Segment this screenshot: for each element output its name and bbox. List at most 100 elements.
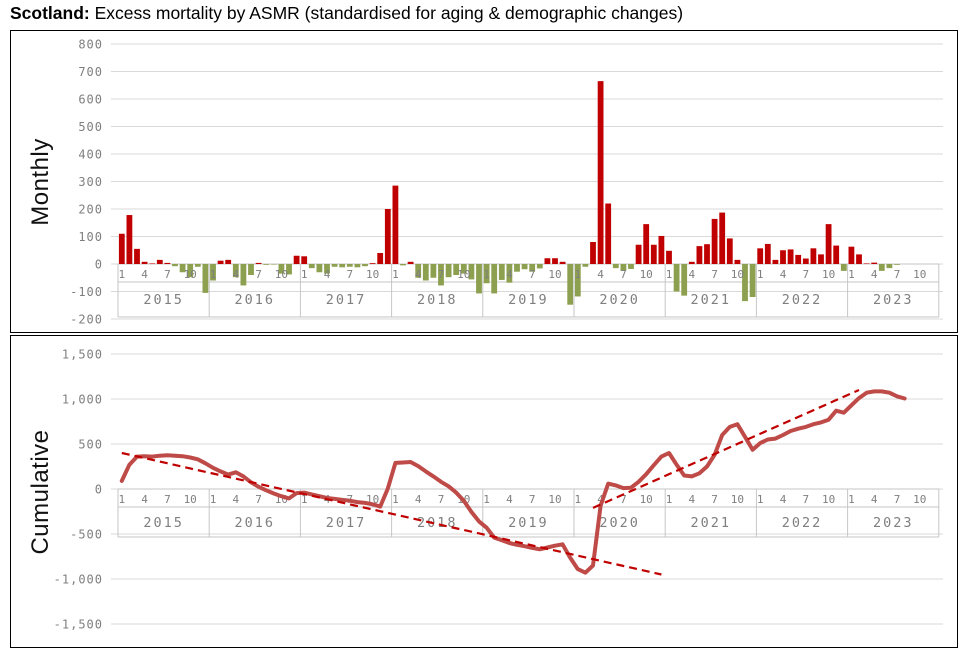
- svg-text:1: 1: [757, 268, 764, 281]
- svg-text:2023: 2023: [873, 292, 914, 308]
- svg-text:7: 7: [255, 268, 262, 281]
- svg-text:2020: 2020: [599, 515, 640, 531]
- svg-text:1: 1: [757, 493, 764, 506]
- svg-text:1: 1: [118, 493, 125, 506]
- svg-text:-500: -500: [70, 528, 103, 542]
- svg-text:4: 4: [415, 268, 422, 281]
- svg-text:1: 1: [483, 268, 490, 281]
- svg-text:600: 600: [78, 93, 103, 107]
- svg-text:2019: 2019: [508, 515, 549, 531]
- svg-text:7: 7: [255, 493, 262, 506]
- page-title: Scotland: Excess mortality by ASMR (stan…: [10, 3, 683, 24]
- svg-text:10: 10: [366, 268, 379, 281]
- svg-text:7: 7: [620, 268, 627, 281]
- svg-text:7: 7: [164, 268, 171, 281]
- svg-text:2018: 2018: [417, 292, 458, 308]
- svg-text:-200: -200: [70, 313, 103, 327]
- svg-text:7: 7: [620, 493, 627, 506]
- cumulative-axis-title: Cumulative: [27, 428, 54, 555]
- svg-text:2015: 2015: [143, 292, 184, 308]
- title-text: Excess mortality by ASMR (standardised f…: [89, 3, 684, 23]
- title-region: Scotland:: [10, 3, 90, 23]
- svg-text:10: 10: [822, 493, 835, 506]
- svg-text:1: 1: [210, 268, 217, 281]
- svg-text:10: 10: [548, 268, 561, 281]
- svg-text:4: 4: [415, 493, 422, 506]
- monthly-axis-title: Monthly: [27, 137, 54, 226]
- svg-text:1: 1: [301, 268, 308, 281]
- svg-text:700: 700: [78, 65, 103, 79]
- svg-text:7: 7: [711, 493, 718, 506]
- svg-text:7: 7: [529, 268, 536, 281]
- svg-text:7: 7: [529, 493, 536, 506]
- svg-text:4: 4: [597, 268, 604, 281]
- svg-text:2017: 2017: [326, 292, 367, 308]
- svg-text:4: 4: [232, 493, 239, 506]
- svg-text:1: 1: [574, 268, 581, 281]
- svg-text:200: 200: [78, 203, 103, 217]
- svg-text:400: 400: [78, 148, 103, 162]
- svg-text:4: 4: [141, 493, 148, 506]
- svg-text:7: 7: [164, 493, 171, 506]
- svg-text:1: 1: [392, 493, 399, 506]
- svg-text:1: 1: [666, 268, 673, 281]
- svg-text:7: 7: [894, 268, 901, 281]
- monthly-chart-panel: 800 700 600 500 400 300 200 100 0 -100 -200 1 4 7 10 20…: [10, 30, 958, 333]
- svg-text:1: 1: [118, 268, 125, 281]
- svg-text:2016: 2016: [235, 292, 276, 308]
- svg-text:300: 300: [78, 175, 103, 189]
- svg-text:7: 7: [802, 493, 809, 506]
- svg-text:1: 1: [574, 493, 581, 506]
- svg-text:2016: 2016: [235, 515, 276, 531]
- svg-text:7: 7: [438, 493, 445, 506]
- svg-text:1: 1: [392, 268, 399, 281]
- svg-text:500: 500: [78, 120, 103, 134]
- svg-text:2020: 2020: [599, 292, 640, 308]
- svg-text:1: 1: [301, 493, 308, 506]
- svg-text:-1,500: -1,500: [54, 618, 103, 632]
- svg-text:10: 10: [731, 268, 744, 281]
- svg-text:4: 4: [871, 493, 878, 506]
- svg-text:10: 10: [184, 493, 197, 506]
- svg-text:1,500: 1,500: [62, 348, 103, 362]
- svg-text:2017: 2017: [326, 515, 367, 531]
- svg-text:-100: -100: [70, 285, 103, 299]
- svg-text:7: 7: [894, 493, 901, 506]
- svg-text:1: 1: [848, 268, 855, 281]
- svg-text:1: 1: [666, 493, 673, 506]
- svg-text:4: 4: [688, 493, 695, 506]
- svg-text:10: 10: [457, 268, 470, 281]
- svg-text:0: 0: [95, 483, 103, 497]
- svg-text:4: 4: [780, 268, 787, 281]
- svg-text:4: 4: [506, 493, 513, 506]
- svg-text:10: 10: [731, 493, 744, 506]
- svg-text:10: 10: [640, 493, 653, 506]
- svg-text:10: 10: [913, 493, 926, 506]
- svg-text:2018: 2018: [417, 515, 458, 531]
- svg-text:2023: 2023: [873, 515, 914, 531]
- svg-text:500: 500: [78, 438, 103, 452]
- svg-text:1,000: 1,000: [62, 393, 103, 407]
- svg-text:7: 7: [346, 268, 353, 281]
- svg-text:2019: 2019: [508, 292, 549, 308]
- svg-text:2021: 2021: [691, 515, 732, 531]
- svg-text:4: 4: [141, 268, 148, 281]
- svg-text:4: 4: [232, 268, 239, 281]
- svg-text:1: 1: [210, 493, 217, 506]
- svg-text:10: 10: [184, 268, 197, 281]
- cumulative-chart-panel: 1,500 1,000 500 0 -500 -1,000 -1,500 1 4 7 10 2015 1…: [10, 335, 958, 648]
- svg-text:7: 7: [711, 268, 718, 281]
- svg-text:4: 4: [688, 268, 695, 281]
- svg-text:4: 4: [324, 268, 331, 281]
- svg-text:2022: 2022: [782, 292, 823, 308]
- svg-text:10: 10: [913, 268, 926, 281]
- svg-text:0: 0: [95, 258, 103, 272]
- svg-text:7: 7: [802, 268, 809, 281]
- svg-text:10: 10: [275, 268, 288, 281]
- svg-text:10: 10: [548, 493, 561, 506]
- svg-text:10: 10: [822, 268, 835, 281]
- svg-text:-1,000: -1,000: [54, 573, 103, 587]
- svg-text:4: 4: [780, 493, 787, 506]
